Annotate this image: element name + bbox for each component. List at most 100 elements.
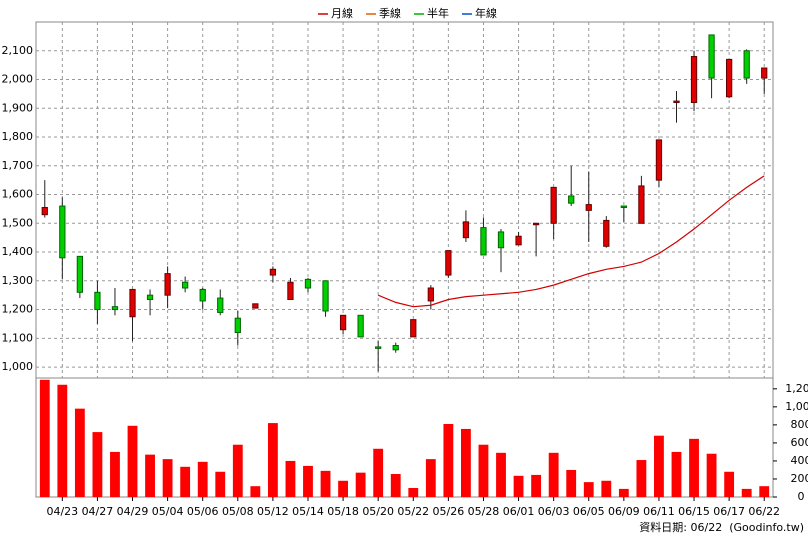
y-tick-label: 1,800 xyxy=(2,130,34,143)
candle-body xyxy=(392,345,399,351)
volume-bar xyxy=(320,470,331,497)
legend-label: 月線 xyxy=(331,6,353,20)
candle-body xyxy=(515,235,522,246)
candle-body xyxy=(655,139,663,181)
candle-body xyxy=(743,50,750,79)
volume-bar xyxy=(197,461,208,497)
y-tick-label: 1,100 xyxy=(2,331,34,344)
candle-body xyxy=(252,303,259,309)
x-tick-label: 06/01 xyxy=(503,505,535,518)
volume-bar xyxy=(654,435,664,497)
x-tick-label: 05/26 xyxy=(433,505,465,518)
candle-body xyxy=(217,297,224,313)
volume-bar xyxy=(127,425,138,497)
volume-bar xyxy=(285,460,296,497)
volume-bar xyxy=(215,471,226,497)
y-tick-label: 1,400 xyxy=(2,245,34,258)
y2-tick-label: 800 xyxy=(791,418,808,431)
candle-body xyxy=(304,278,312,289)
candle-body xyxy=(585,204,592,211)
candle-body xyxy=(480,227,487,256)
volume-bar xyxy=(741,488,752,497)
plot-frame xyxy=(35,21,774,498)
volume-bar xyxy=(496,452,506,497)
y-tick-label: 1,500 xyxy=(2,216,34,229)
volume-bar xyxy=(355,472,366,497)
y-tick-label: 2,100 xyxy=(2,44,34,57)
volume-bar xyxy=(531,474,542,497)
candle-body xyxy=(76,255,84,293)
candle-body xyxy=(620,205,627,208)
candle-body xyxy=(322,280,329,312)
candle-body xyxy=(638,185,645,224)
y-tick-label: 1,700 xyxy=(2,159,34,172)
candle-body xyxy=(445,250,452,276)
volume-bar xyxy=(267,423,278,497)
volume-bar xyxy=(145,454,155,497)
legend-label: 半年 xyxy=(427,6,449,20)
candle-body xyxy=(59,205,66,259)
x-tick-label: 05/18 xyxy=(327,505,359,518)
x-tick-label: 06/22 xyxy=(748,505,780,518)
volume-bar xyxy=(110,451,120,497)
volume-bar xyxy=(303,465,313,497)
volume-bar xyxy=(250,486,261,497)
volume-bar xyxy=(180,466,191,497)
candle-body xyxy=(269,268,277,276)
x-tick-label: 05/20 xyxy=(362,505,394,518)
candle-body xyxy=(164,273,171,296)
volume-bar xyxy=(636,460,647,497)
volume-bar xyxy=(390,474,401,497)
candle-body xyxy=(725,58,733,98)
candle-body xyxy=(41,206,48,216)
x-tick-label: 06/05 xyxy=(573,505,605,518)
volume-bar xyxy=(373,448,384,497)
candle-body xyxy=(410,319,417,338)
y2-tick-label: 0 xyxy=(798,490,805,503)
x-tick-label: 05/06 xyxy=(187,505,219,518)
x-tick-label: 05/28 xyxy=(468,505,500,518)
volume-bar xyxy=(671,451,682,497)
x-tick-label: 06/03 xyxy=(538,505,570,518)
x-tick-label: 05/22 xyxy=(397,505,429,518)
y-tick-label: 2,000 xyxy=(2,73,34,86)
y2-tick-label: 600 xyxy=(791,436,808,449)
volume-bar xyxy=(566,469,577,497)
legend-label: 季線 xyxy=(379,6,401,20)
candle-body xyxy=(497,231,505,249)
ma-line xyxy=(377,175,765,308)
legend-label: 年線 xyxy=(475,6,497,20)
candle-body xyxy=(550,186,557,224)
candle-body xyxy=(427,287,434,302)
volume-bar xyxy=(478,444,489,497)
y2-tick-label: 1,000 xyxy=(785,400,808,413)
candle-body xyxy=(568,195,575,204)
candle-body xyxy=(462,221,470,239)
volume-bar xyxy=(601,480,612,497)
y-tick-label: 1,200 xyxy=(2,303,34,316)
candle-body xyxy=(234,317,241,334)
candle-body xyxy=(761,67,768,79)
x-tick-label: 06/15 xyxy=(678,505,710,518)
candle-body xyxy=(129,288,136,318)
candle-body xyxy=(146,294,154,300)
y-tick-label: 1,600 xyxy=(2,188,34,201)
x-tick-label: 06/11 xyxy=(643,505,675,518)
y-tick-label: 1,000 xyxy=(2,360,34,373)
candle-body xyxy=(199,288,206,302)
y2-tick-label: 400 xyxy=(791,454,808,467)
candle-body xyxy=(287,281,294,300)
candle-body xyxy=(708,34,715,79)
volume-bar xyxy=(759,486,770,497)
volume-bar xyxy=(461,428,471,497)
candle-body xyxy=(375,346,382,349)
y2-tick-label: 200 xyxy=(791,472,808,485)
x-tick-label: 05/12 xyxy=(257,505,289,518)
candle-body xyxy=(690,56,698,104)
x-tick-label: 04/23 xyxy=(46,505,78,518)
volume-bar xyxy=(548,452,559,497)
volume-bar xyxy=(57,384,68,497)
candle-body xyxy=(339,314,347,331)
x-tick-label: 05/04 xyxy=(152,505,184,518)
